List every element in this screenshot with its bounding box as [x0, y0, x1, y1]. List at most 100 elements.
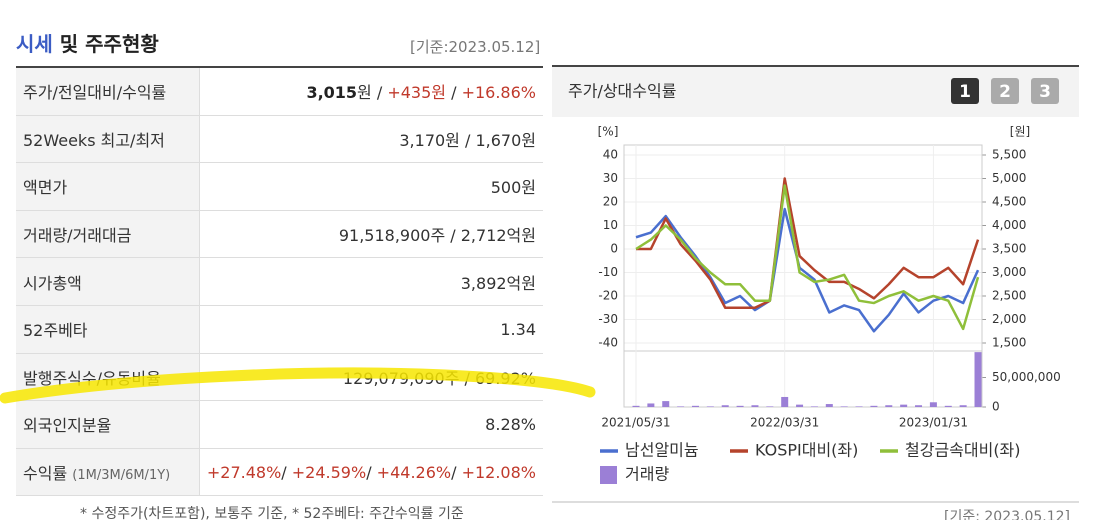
- y-tick-label: 30: [603, 171, 618, 185]
- label-text: 시가총액: [23, 273, 82, 293]
- value-text: 91,518,900주 / 2,712억원: [338, 226, 536, 246]
- volume-bar: [662, 401, 670, 407]
- value-text: +435원: [387, 83, 447, 103]
- legend-label: 거래량: [625, 465, 669, 484]
- volume-bar: [915, 405, 923, 407]
- y-tick-label: 10: [603, 218, 618, 232]
- volume-bar: [691, 405, 699, 407]
- value-text: /: [446, 83, 462, 103]
- y3-tick-label: 0: [992, 400, 1000, 414]
- volume-bar: [840, 406, 848, 407]
- chart-button[interactable]: [991, 78, 1019, 104]
- value-text: 500원: [490, 178, 536, 198]
- x-tick-label: 2022/03/31: [750, 416, 819, 430]
- table-row: 액면가 500원: [16, 162, 543, 211]
- value-text: /: [281, 462, 292, 482]
- table-row: 외국인지분율 8.28%: [16, 400, 543, 449]
- series-line: [635, 184, 980, 331]
- value-text: 8.28%: [485, 414, 536, 434]
- legend-swatch: [600, 466, 617, 484]
- y-tick-label: -30: [598, 312, 618, 326]
- row-value: 500원: [199, 162, 543, 211]
- y2-tick-label: 3,500: [992, 242, 1026, 256]
- volume-bar: [974, 352, 982, 407]
- section-title: 시세 및 주주현황: [16, 28, 159, 57]
- y-tick-label: -20: [598, 289, 618, 303]
- y-unit: [%]: [598, 125, 619, 139]
- value-text: +12.08%: [461, 462, 536, 482]
- y-tick-label: -40: [598, 336, 618, 350]
- y-tick-label: -10: [598, 265, 618, 279]
- y2-tick-label: 2,000: [992, 312, 1026, 326]
- y3-tick-label: 50,000,000: [992, 370, 1061, 384]
- label-text: 액면가: [23, 178, 68, 198]
- legend-label: 철강금속대비(좌): [905, 441, 1021, 460]
- row-label: 발행주식수/유동비율: [16, 353, 200, 402]
- value-text: /: [366, 462, 377, 482]
- volume-bar: [870, 405, 878, 407]
- volume-bar: [929, 402, 937, 407]
- table-row: 시가총액 3,892억원: [16, 257, 543, 306]
- x-tick-label: 2023/01/31: [899, 416, 968, 430]
- volume-bar: [959, 405, 967, 407]
- table-row: 52Weeks 최고/최저 3,170원 / 1,670원: [16, 115, 543, 164]
- row-label: 액면가: [16, 162, 200, 211]
- value-text: 3,015: [306, 83, 358, 103]
- row-value: 1.34: [199, 305, 543, 354]
- y2-tick-label: 1,500: [992, 336, 1026, 350]
- row-value: 3,892억원: [199, 257, 543, 306]
- row-label: 52Weeks 최고/최저: [16, 115, 200, 164]
- row-label: 수익률 (1M/3M/6M/1Y): [16, 448, 200, 497]
- volume-bar: [781, 396, 789, 407]
- y2-tick-label: 5,000: [992, 171, 1026, 185]
- row-label: 52주베타: [16, 305, 200, 354]
- row-value: 3,170원 / 1,670원: [199, 115, 543, 164]
- table-row: 거래량/거래대금 91,518,900주 / 2,712억원: [16, 210, 543, 259]
- chart-button[interactable]: [951, 78, 979, 104]
- label-text: 발행주식수/유동비율: [23, 368, 161, 388]
- volume-bar: [825, 404, 833, 407]
- row-label: 주가/전일대비/수익률: [16, 67, 200, 116]
- value-text: +16.86%: [461, 83, 536, 103]
- chart-button[interactable]: [1031, 78, 1059, 104]
- date: [기준:2023.05.12]: [410, 38, 541, 56]
- volume-bar: [677, 406, 685, 407]
- y2-tick-label: 3,000: [992, 265, 1026, 279]
- button-label: 1: [959, 82, 971, 102]
- label-text: 52주베타: [23, 321, 88, 341]
- y-tick-label: 20: [603, 195, 618, 209]
- chart-panel: 주가/상대수익률 [기준: 2023.05.12] 1 2 3 [%] [원] 40 30 2…: [552, 65, 1079, 520]
- row-label: 시가총액: [16, 257, 200, 306]
- summary-table: 주가/전일대비/수익률 3,015원 / +435원 / +16.86% 52Wee…: [16, 66, 543, 497]
- y2-tick-label: 4,500: [992, 195, 1026, 209]
- y2-unit: [원]: [1010, 125, 1030, 139]
- legend-label: 남선알미늄: [625, 441, 699, 460]
- volume-bar: [721, 405, 729, 407]
- volume-bar: [647, 403, 655, 407]
- volume-bar: [885, 405, 893, 407]
- volume-frame: [623, 350, 983, 408]
- volume-bar: [855, 406, 863, 407]
- sub-label: (1M/3M/6M/1Y): [72, 468, 171, 484]
- table-row: 52주베타 1.34: [16, 305, 543, 354]
- y2-tick-label: 2,500: [992, 289, 1026, 303]
- volume-bar: [632, 405, 640, 407]
- series-line: [636, 177, 980, 309]
- y-tick-label: 40: [603, 148, 618, 162]
- row-value: 91,518,900주 / 2,712억원: [199, 210, 543, 259]
- value-text: /: [451, 462, 462, 482]
- volume-bar: [736, 405, 744, 407]
- volume-bar: [766, 406, 774, 407]
- label-text: 52Weeks 최고/최저: [23, 130, 165, 150]
- value-text: 1.34: [500, 319, 536, 339]
- label-text: 주가/전일대비/수익률: [23, 83, 167, 103]
- row-value: 8.28%: [199, 400, 543, 449]
- value-text: +24.59%: [291, 462, 367, 482]
- panel-title: 주가/상대수익률: [568, 82, 676, 101]
- button-label: 3: [1039, 82, 1051, 102]
- row-label: 거래량/거래대금: [16, 210, 200, 259]
- row-value: 3,015원 / +435원 / +16.86%: [199, 67, 543, 116]
- footnote: * 수정주가(차트포함), 보통주 기준, * 52주베타: 주간수익률 기준: [80, 506, 464, 522]
- title-part: 및: [59, 32, 79, 56]
